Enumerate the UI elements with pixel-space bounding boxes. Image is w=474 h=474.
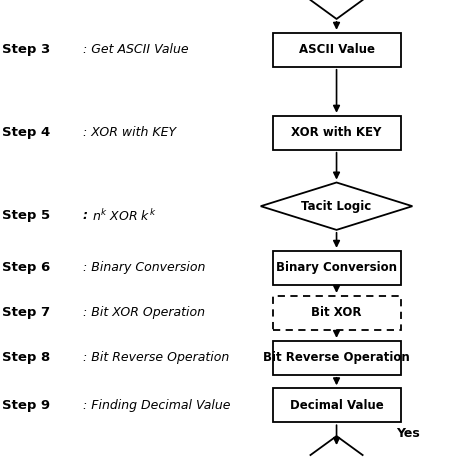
Text: : Get ASCII Value: : Get ASCII Value	[83, 43, 189, 56]
Text: Step 3: Step 3	[2, 43, 51, 56]
Text: Bit Reverse Operation: Bit Reverse Operation	[263, 351, 410, 365]
Text: Step 8: Step 8	[2, 351, 51, 365]
Text: Tacit Logic: Tacit Logic	[301, 200, 372, 213]
Text: $n^k$ $XOR$ $k^k$: $n^k$ $XOR$ $k^k$	[92, 208, 157, 224]
Text: XOR with KEY: XOR with KEY	[292, 126, 382, 139]
Text: : Finding Decimal Value: : Finding Decimal Value	[83, 399, 230, 412]
Text: : Bit XOR Operation: : Bit XOR Operation	[83, 306, 205, 319]
Bar	[273, 388, 401, 422]
Text: Step 5: Step 5	[2, 209, 51, 222]
Text: Yes: Yes	[396, 427, 419, 440]
Text: Bit XOR: Bit XOR	[311, 306, 362, 319]
Text: Step 4: Step 4	[2, 126, 51, 139]
Bar	[273, 251, 401, 285]
Text: : XOR with KEY: : XOR with KEY	[83, 126, 176, 139]
Text: Step 7: Step 7	[2, 306, 51, 319]
Text: Step 6: Step 6	[2, 261, 51, 274]
Text: Binary Conversion: Binary Conversion	[276, 261, 397, 274]
Polygon shape	[261, 182, 412, 230]
Bar	[273, 33, 401, 67]
Text: : Binary Conversion: : Binary Conversion	[83, 261, 205, 274]
Text: Step 9: Step 9	[2, 399, 51, 412]
Bar	[273, 341, 401, 375]
Text: Decimal Value: Decimal Value	[290, 399, 383, 412]
Text: :: :	[83, 209, 97, 222]
Text: : Bit Reverse Operation: : Bit Reverse Operation	[83, 351, 229, 365]
Text: ASCII Value: ASCII Value	[299, 43, 374, 56]
Bar	[273, 296, 401, 330]
Bar	[273, 116, 401, 150]
